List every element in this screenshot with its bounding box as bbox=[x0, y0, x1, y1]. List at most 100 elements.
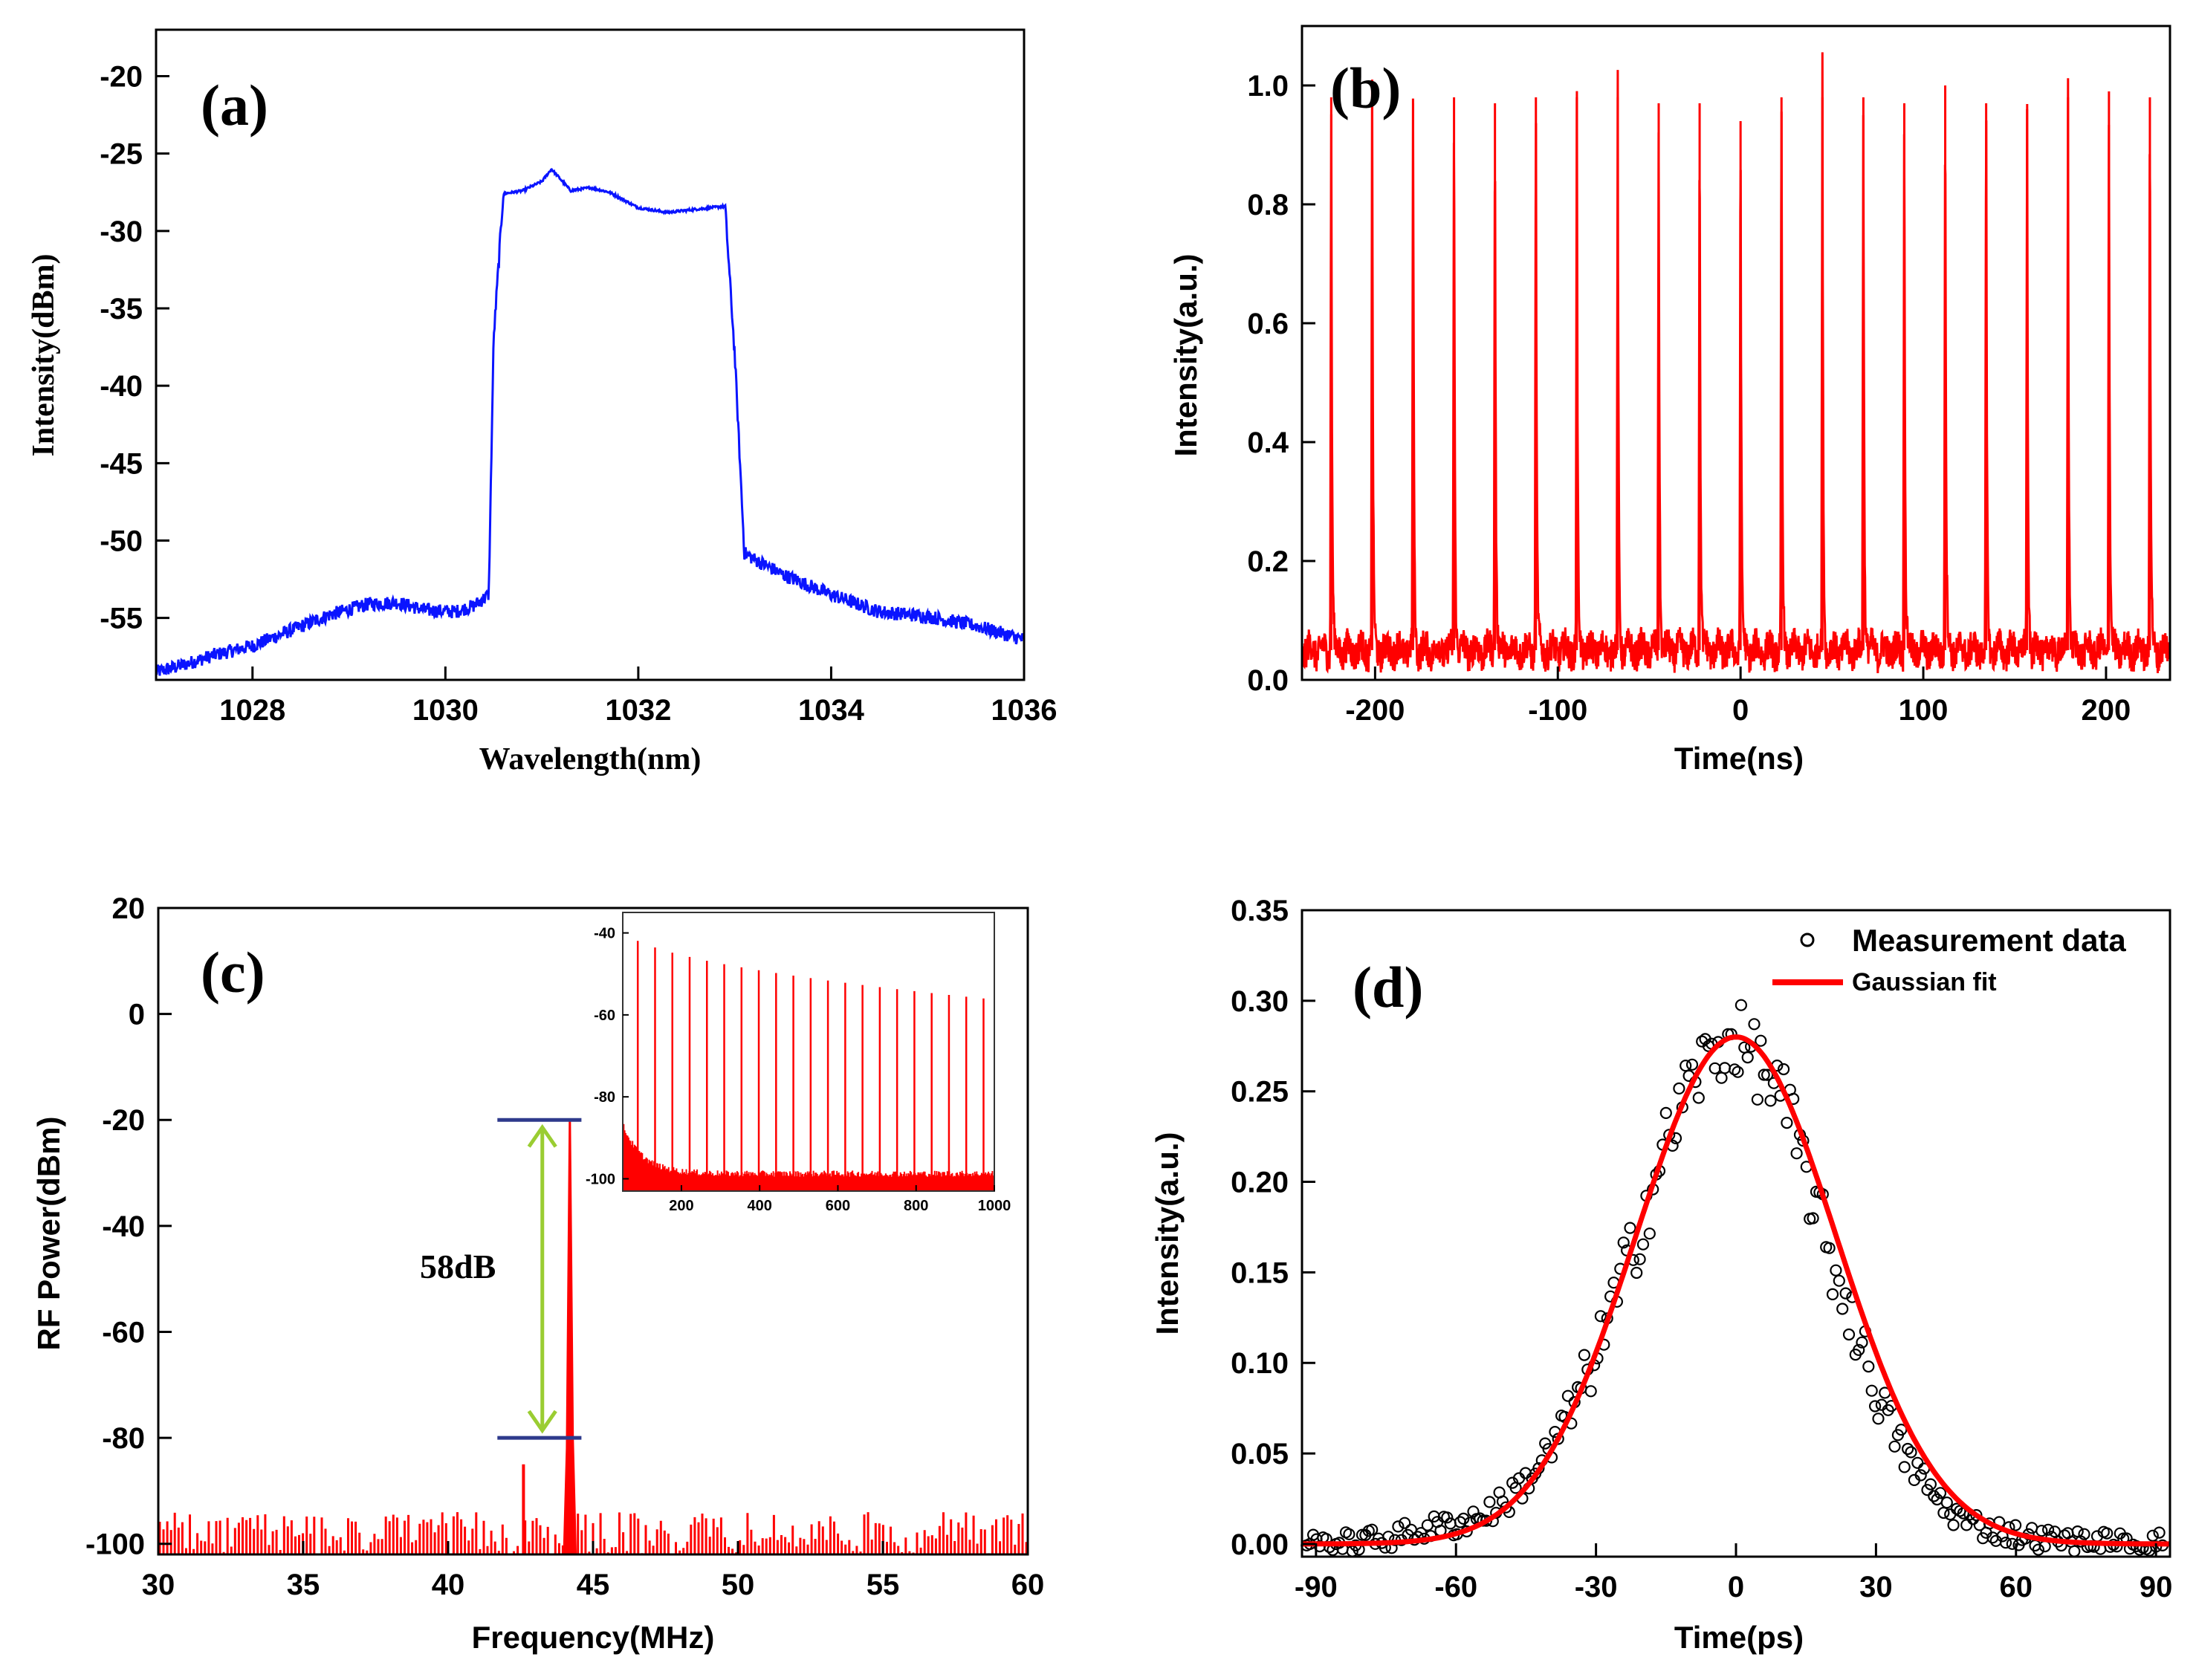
spectrum-line bbox=[155, 168, 1025, 676]
y-tick-label: -50 bbox=[100, 525, 143, 558]
measurement-point bbox=[1617, 1236, 1630, 1249]
y-tick-label: 0.35 bbox=[1231, 895, 1289, 927]
x-tick-label: 40 bbox=[432, 1569, 465, 1601]
panel-c-label: (c) bbox=[201, 940, 265, 1005]
x-tick-label: -200 bbox=[1345, 694, 1405, 727]
measurement-point bbox=[1999, 1537, 2012, 1549]
measurement-point bbox=[1830, 1264, 1842, 1277]
panel-d-label: (d) bbox=[1353, 955, 1423, 1019]
x-tick-label: -30 bbox=[1575, 1571, 1618, 1603]
y-tick-label: 0.8 bbox=[1247, 189, 1289, 221]
y-tick-label: -20 bbox=[102, 1104, 145, 1137]
measurement-point bbox=[1751, 1093, 1763, 1106]
x-tick-label: 600 bbox=[826, 1198, 850, 1214]
x-tick-label: 0 bbox=[1728, 1571, 1744, 1603]
measurement-point bbox=[1826, 1288, 1839, 1301]
panel-d-x-axis-label: Time(ps) bbox=[1674, 1620, 1804, 1655]
annotation-arrow-head-top bbox=[527, 1123, 557, 1148]
x-tick-label: -100 bbox=[1528, 694, 1587, 727]
y-tick-label: 0.05 bbox=[1231, 1438, 1289, 1470]
measurement-point bbox=[1659, 1106, 1672, 1120]
measurement-point bbox=[1741, 1051, 1754, 1064]
x-tick-label: 200 bbox=[669, 1198, 693, 1214]
panel-c-inset: 200 400 600 800 1000 -40 -60 -80 -100 bbox=[586, 912, 1011, 1214]
y-tick-label: -80 bbox=[102, 1422, 145, 1455]
panel-d-legend: Measurement data Gaussian fit bbox=[1772, 923, 2126, 996]
measurement-point bbox=[1839, 1287, 1852, 1300]
measurement-point bbox=[1624, 1222, 1636, 1234]
panel-b-label: (b) bbox=[1330, 56, 1401, 120]
measurement-point bbox=[1764, 1094, 1777, 1107]
measurement-point bbox=[1692, 1092, 1705, 1104]
measurement-point bbox=[1934, 1487, 1947, 1499]
panel-b-y-axis-label: Intensity(a.u.) bbox=[1168, 253, 1203, 456]
x-tick-label: 60 bbox=[2000, 1571, 2033, 1603]
x-tick-label: 1030 bbox=[412, 694, 479, 727]
measurement-point bbox=[1778, 1063, 1790, 1076]
measurement-point bbox=[2078, 1528, 2090, 1540]
x-tick-label: 800 bbox=[904, 1198, 928, 1214]
panel-c-x-axis-label: Frequency(MHz) bbox=[472, 1620, 715, 1655]
measurement-point bbox=[1790, 1147, 1803, 1160]
measurement-point bbox=[1960, 1519, 1973, 1531]
panel-d: -90 -60 -30 0 30 60 90 0.00 0.05 0.10 0.15 0.20 0.2… bbox=[1150, 895, 2172, 1655]
measurement-point bbox=[1823, 1242, 1836, 1254]
measurement-point bbox=[1940, 1496, 1953, 1509]
measurement-point bbox=[1807, 1212, 1819, 1225]
measurement-point bbox=[1483, 1496, 1496, 1508]
panel-b-x-axis-label: Time(ns) bbox=[1674, 741, 1804, 776]
measurement-point bbox=[1636, 1238, 1650, 1251]
panel-a-x-axis-label: Wavelength(nm) bbox=[479, 742, 702, 776]
measurement-point bbox=[1441, 1511, 1454, 1524]
measurement-point bbox=[2035, 1525, 2048, 1537]
panel-b-frame bbox=[1301, 25, 2171, 681]
y-tick-label: 0.4 bbox=[1247, 427, 1289, 459]
measurement-point bbox=[1947, 1519, 1960, 1531]
measurement-point bbox=[1902, 1442, 1914, 1456]
y-tick-label: 0.10 bbox=[1231, 1347, 1289, 1380]
y-tick-label: -25 bbox=[100, 138, 143, 171]
y-tick-label: -60 bbox=[594, 1008, 615, 1024]
measurement-point bbox=[1457, 1512, 1470, 1525]
x-tick-label: 55 bbox=[867, 1569, 900, 1601]
panel-d-y-axis-label: Intensity(a.u.) bbox=[1150, 1132, 1185, 1334]
measurement-point bbox=[1633, 1253, 1646, 1265]
panel-a-label: (a) bbox=[201, 73, 268, 137]
y-tick-label: 0.00 bbox=[1231, 1528, 1289, 1561]
measurement-point bbox=[1584, 1385, 1597, 1398]
y-tick-label: -55 bbox=[100, 603, 143, 635]
x-tick-label: 100 bbox=[1899, 694, 1949, 727]
measurement-point bbox=[1761, 1068, 1774, 1081]
measurement-point bbox=[1399, 1517, 1411, 1529]
measurement-point bbox=[1842, 1328, 1856, 1341]
y-tick-label: -20 bbox=[100, 61, 143, 94]
measurement-point bbox=[1578, 1349, 1590, 1361]
x-tick-label: 200 bbox=[2082, 694, 2131, 727]
x-tick-label: 1034 bbox=[798, 694, 865, 727]
y-tick-label: 20 bbox=[112, 892, 146, 925]
measurement-point bbox=[1928, 1490, 1940, 1502]
measurement-point bbox=[1673, 1082, 1685, 1095]
measurement-point bbox=[2146, 1529, 2159, 1542]
y-tick-label: 0.20 bbox=[1231, 1167, 1289, 1199]
measurement-point bbox=[1898, 1461, 1911, 1473]
y-tick-label: -100 bbox=[85, 1528, 145, 1561]
x-tick-label: 60 bbox=[1011, 1569, 1045, 1601]
measurement-point bbox=[1392, 1520, 1405, 1533]
measurement-point bbox=[1872, 1413, 1885, 1425]
panel-c-y-axis-label: RF Power(dBm) bbox=[31, 1117, 66, 1351]
y-tick-label: -30 bbox=[100, 215, 143, 248]
panel-a-y-axis-label: Intensity(dBm) bbox=[27, 253, 61, 456]
measurement-point bbox=[1630, 1266, 1643, 1280]
y-tick-label: -40 bbox=[102, 1210, 145, 1243]
measurement-point bbox=[1343, 1528, 1356, 1540]
measurement-point bbox=[1467, 1505, 1480, 1518]
panel-a-frame bbox=[155, 28, 1026, 681]
measurement-point bbox=[1594, 1310, 1607, 1323]
y-tick-label: -60 bbox=[102, 1316, 145, 1349]
x-tick-label: 400 bbox=[748, 1198, 772, 1214]
measurement-point bbox=[1758, 1068, 1770, 1081]
legend-label-gaussian-fit: Gaussian fit bbox=[1852, 968, 1997, 996]
measurement-point bbox=[2042, 1523, 2055, 1536]
